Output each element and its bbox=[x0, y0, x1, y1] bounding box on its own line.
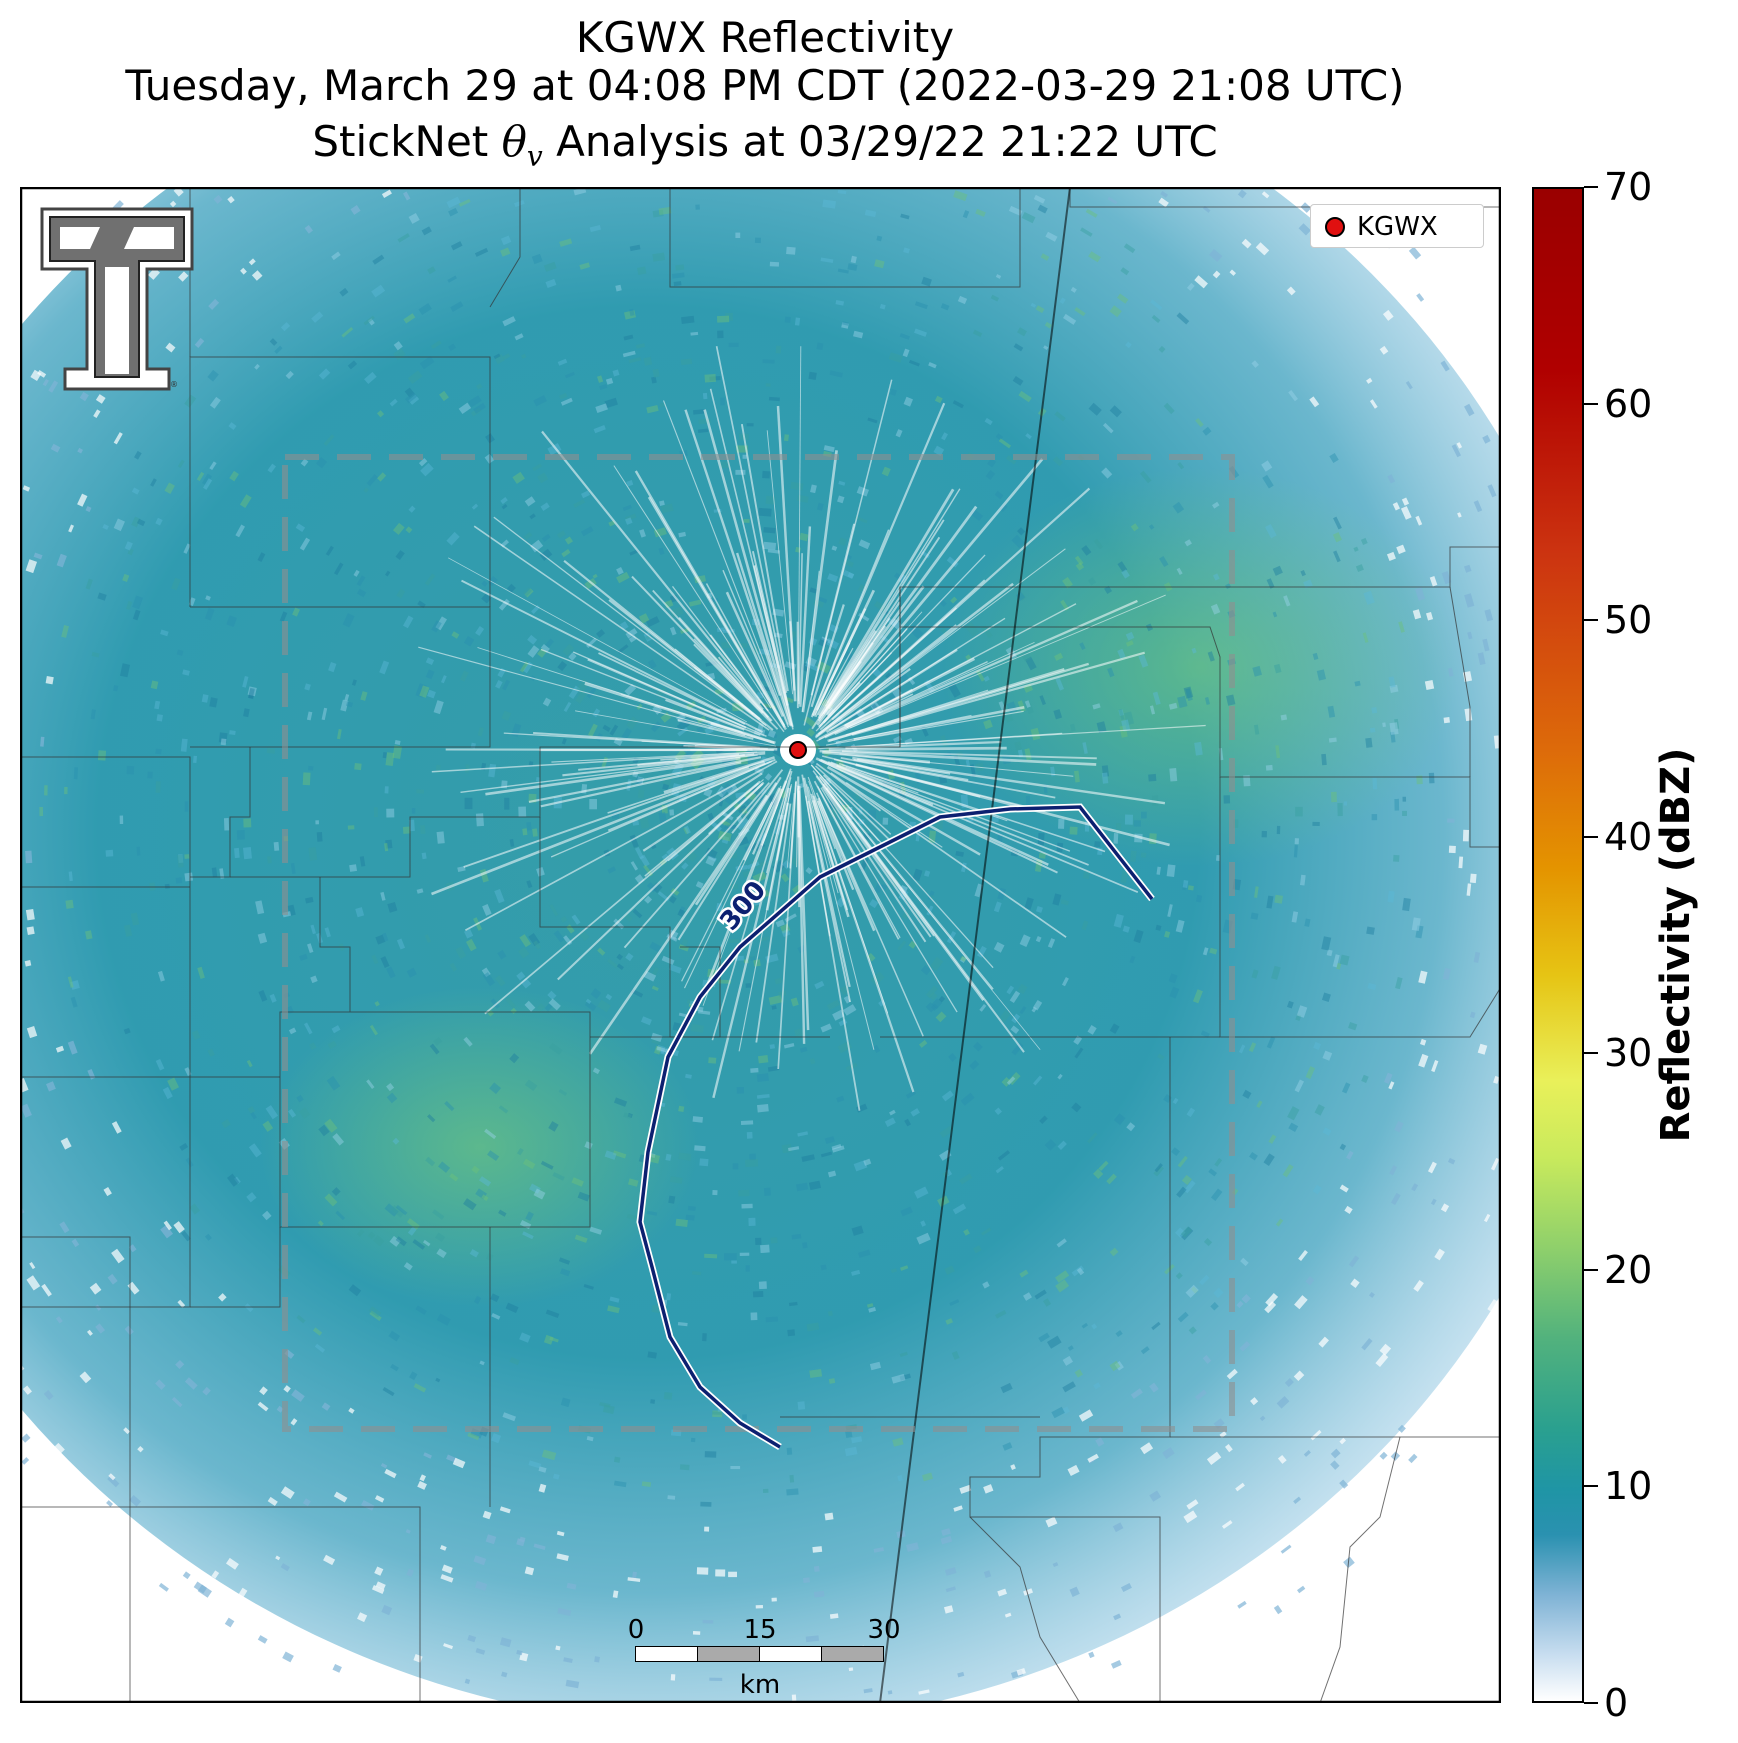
colorbar-tick-label: 0 bbox=[1604, 1681, 1629, 1725]
analysis-domain-box bbox=[282, 454, 1235, 1432]
scale-seg-3 bbox=[759, 1646, 822, 1662]
colorbar-tick-label: 50 bbox=[1604, 598, 1653, 643]
colorbar-tick-mark bbox=[1584, 1268, 1598, 1271]
chart-title: KGWX Reflectivity bbox=[575, 13, 955, 62]
colorbar-label: Reflectivity (dBZ) bbox=[1653, 747, 1699, 1143]
colorbar bbox=[1532, 187, 1584, 1703]
trademark: ® bbox=[170, 380, 178, 389]
scale-unit: km bbox=[739, 1670, 781, 1700]
colorbar-tick-label: 10 bbox=[1604, 1464, 1653, 1509]
ttu-logo: ® bbox=[40, 207, 194, 391]
scale-seg-1 bbox=[635, 1646, 698, 1662]
colorbar-tick-mark bbox=[1584, 1485, 1598, 1488]
reflectivity-enhanced-ne bbox=[940, 467, 1460, 867]
theta-symbol: θ bbox=[501, 117, 527, 166]
scale-seg-4 bbox=[821, 1646, 884, 1662]
chart-subtitle-analysis: StickNet θv Analysis at 03/29/22 21:22 U… bbox=[0, 118, 1530, 180]
theta-v-contour-300 bbox=[638, 805, 1154, 1449]
legend: KGWX bbox=[1310, 204, 1484, 248]
scale-tick-15: 15 bbox=[743, 1615, 777, 1645]
colorbar-tick-label: 20 bbox=[1604, 1247, 1653, 1292]
radar-map[interactable]: 30 0 ® bbox=[20, 187, 1501, 1703]
colorbar-tick-mark bbox=[1584, 402, 1598, 405]
radar-site-marker[interactable] bbox=[789, 741, 807, 759]
chart-subtitle-time: Tuesday, March 29 at 04:08 PM CDT (2022-… bbox=[125, 61, 1405, 110]
scale-tick-0: 0 bbox=[627, 1615, 645, 1645]
legend-label: KGWX bbox=[1357, 212, 1438, 242]
colorbar-tick-mark bbox=[1584, 186, 1598, 188]
county-borders bbox=[20, 187, 1501, 1703]
analysis-suffix: Analysis at 03/29/22 21:22 UTC bbox=[542, 117, 1218, 166]
colorbar-tick-label: 30 bbox=[1604, 1031, 1653, 1076]
colorbar-tick-mark bbox=[1584, 835, 1598, 838]
map-frame bbox=[20, 187, 1501, 1703]
colorbar-tick-mark bbox=[1584, 1702, 1598, 1704]
analysis-prefix: StickNet bbox=[312, 117, 502, 166]
colorbar-tick-label: 60 bbox=[1604, 381, 1653, 426]
theta-subscript: v bbox=[526, 139, 543, 173]
reflectivity-enhanced-sw bbox=[260, 987, 700, 1307]
highway-line bbox=[879, 187, 1071, 1703]
legend-marker bbox=[1325, 217, 1345, 237]
colorbar-tick-label: 70 bbox=[1604, 165, 1653, 209]
scale-seg-2 bbox=[697, 1646, 760, 1662]
reflectivity-field bbox=[20, 187, 1501, 1703]
colorbar-tick-label: 40 bbox=[1604, 814, 1653, 859]
scale-tick-30: 30 bbox=[867, 1615, 901, 1645]
colorbar-tick-mark bbox=[1584, 1052, 1598, 1055]
colorbar-tick-mark bbox=[1584, 619, 1598, 622]
reflectivity-rays bbox=[418, 346, 1206, 1111]
